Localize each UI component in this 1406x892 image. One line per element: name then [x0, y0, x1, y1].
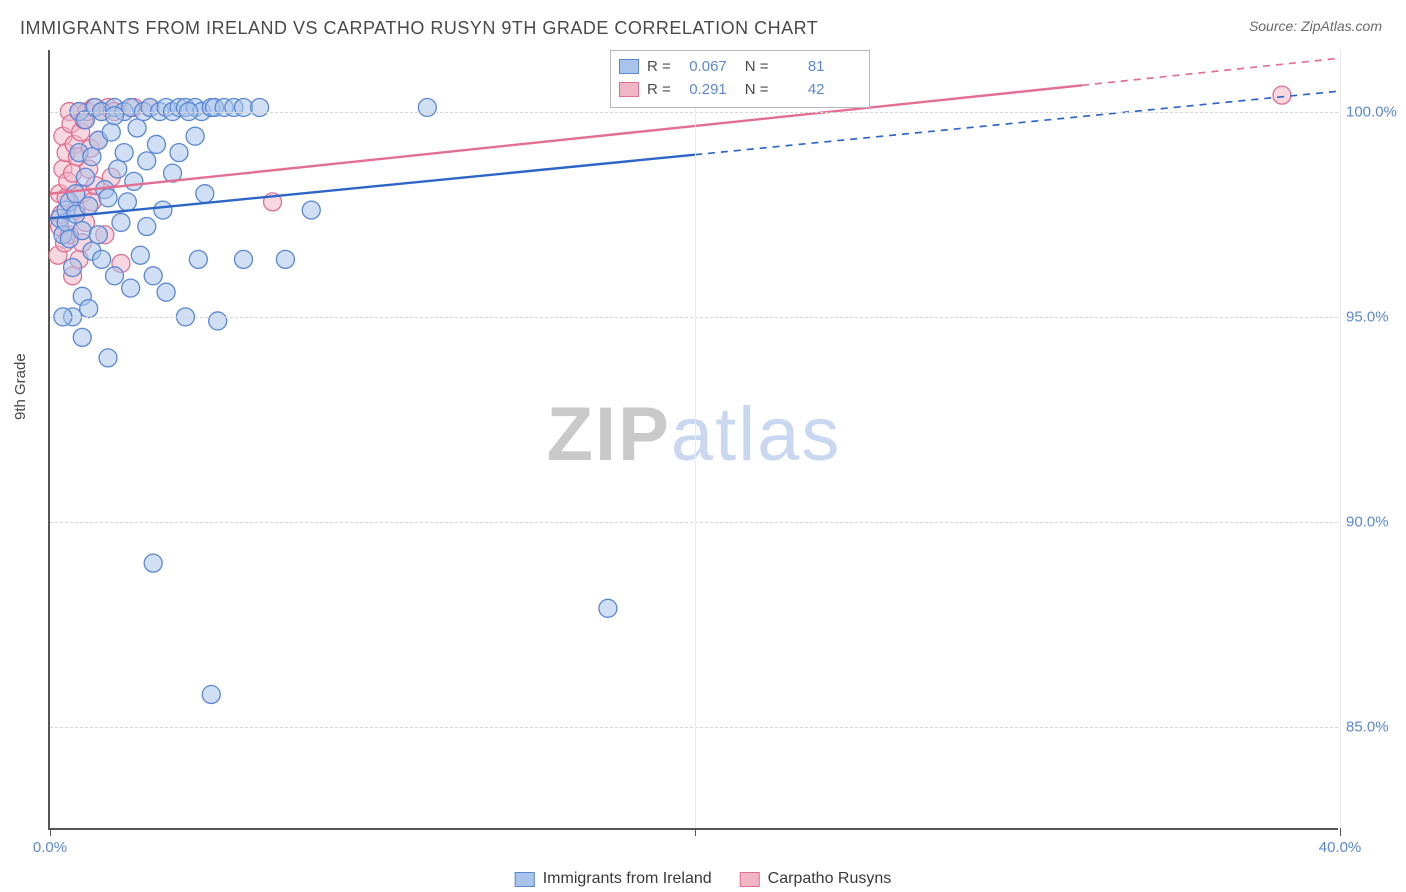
- swatch-series-b: [619, 82, 639, 97]
- y-tick-label: 100.0%: [1346, 103, 1406, 120]
- stats-legend: R = 0.067 N = 81 R = 0.291 N = 42: [610, 50, 870, 108]
- x-tick-label: 0.0%: [33, 839, 67, 856]
- n-value-a: 81: [777, 58, 825, 75]
- y-axis-label: 9th Grade: [12, 353, 29, 420]
- y-tick-label: 90.0%: [1346, 514, 1406, 531]
- legend-item-a: Immigrants from Ireland: [515, 870, 712, 888]
- stats-row-series-b: R = 0.291 N = 42: [617, 78, 863, 101]
- r-label: R =: [647, 58, 671, 75]
- r-value-b: 0.291: [679, 81, 727, 98]
- legend-bottom: Immigrants from Ireland Carpatho Rusyns: [515, 870, 892, 888]
- stats-row-series-a: R = 0.067 N = 81: [617, 55, 863, 78]
- swatch-series-a: [619, 59, 639, 74]
- legend-swatch-a: [515, 872, 535, 887]
- r-value-a: 0.067: [679, 58, 727, 75]
- y-tick-label: 95.0%: [1346, 308, 1406, 325]
- chart-title: IMMIGRANTS FROM IRELAND VS CARPATHO RUSY…: [20, 18, 818, 39]
- chart-svg: [50, 50, 1338, 828]
- legend-swatch-b: [740, 872, 760, 887]
- x-tick-label: 40.0%: [1319, 839, 1362, 856]
- r-label: R =: [647, 81, 671, 98]
- y-tick-label: 85.0%: [1346, 719, 1406, 736]
- n-value-b: 42: [777, 81, 825, 98]
- n-label: N =: [745, 58, 769, 75]
- legend-label-b: Carpatho Rusyns: [768, 870, 892, 888]
- source-label: Source: ZipAtlas.com: [1249, 18, 1382, 34]
- legend-label-a: Immigrants from Ireland: [543, 870, 712, 888]
- legend-item-b: Carpatho Rusyns: [740, 870, 892, 888]
- plot-area: ZIPatlas 85.0%90.0%95.0%100.0%0.0%40.0%: [48, 50, 1338, 830]
- n-label: N =: [745, 81, 769, 98]
